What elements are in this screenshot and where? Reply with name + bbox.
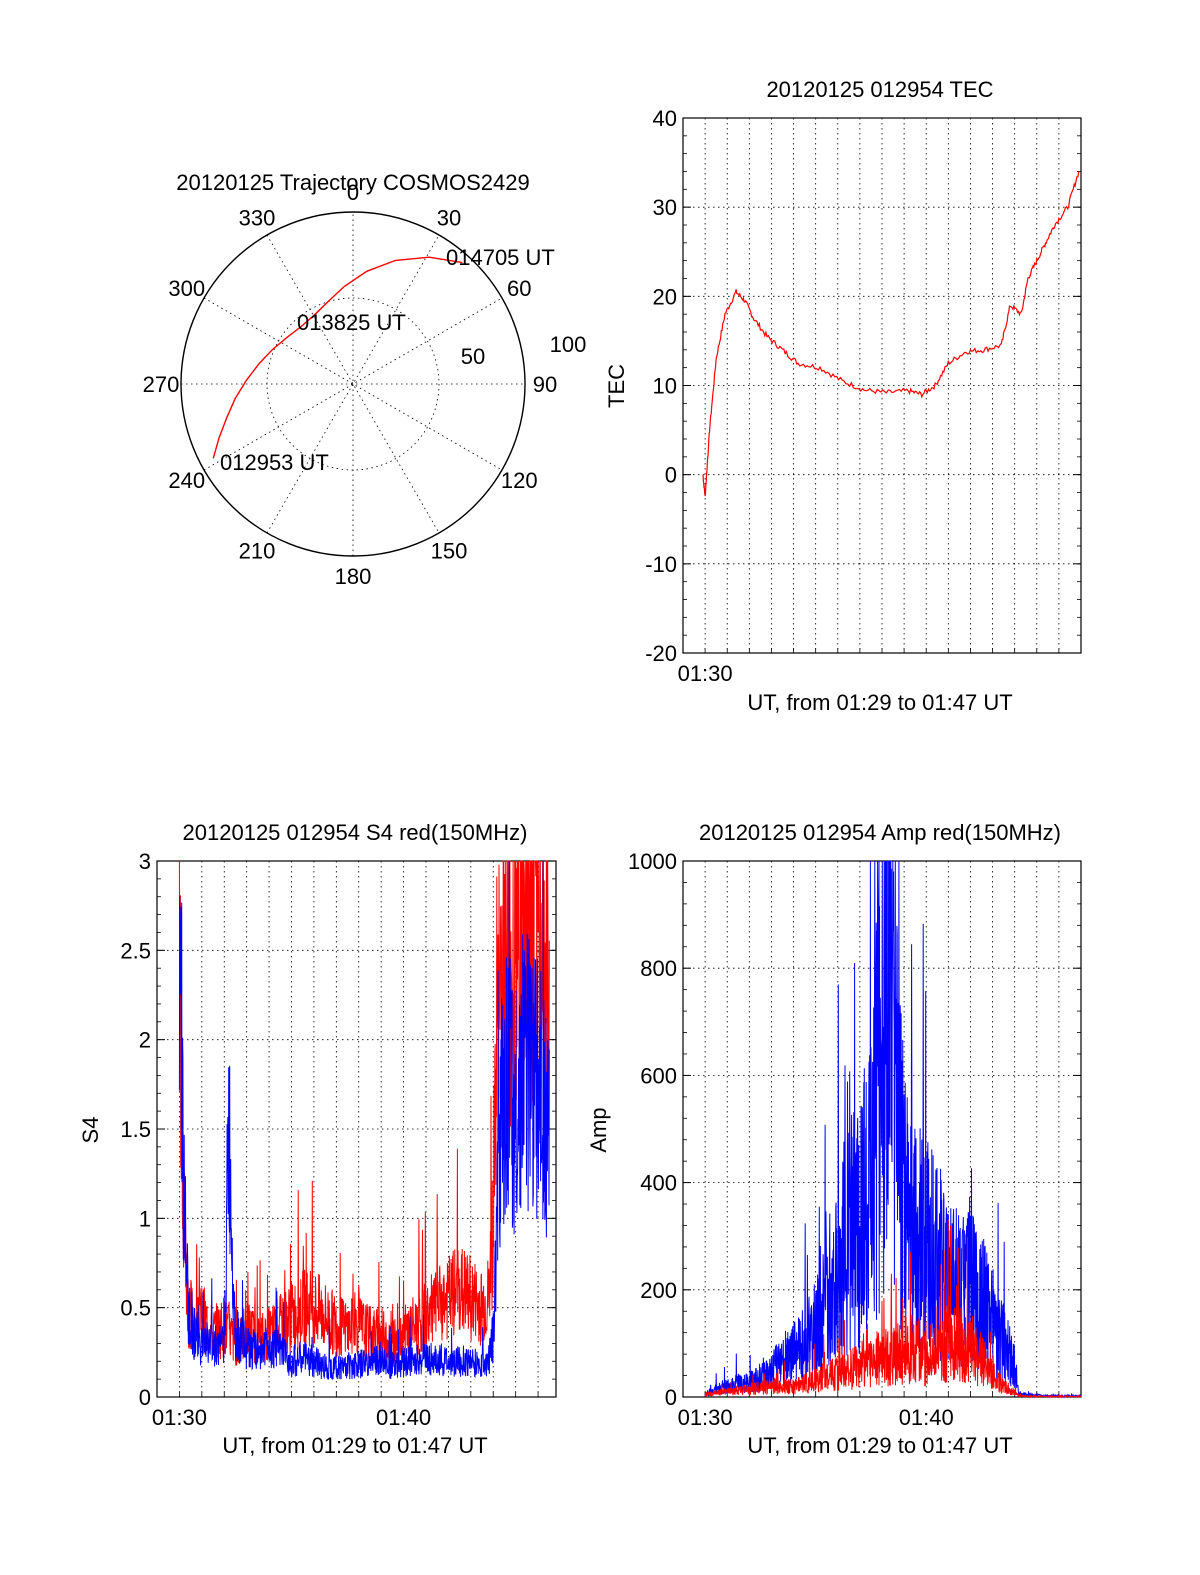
- annotation-start-time: 012953 UT: [220, 450, 329, 475]
- s4-series-blue-line: [178, 860, 550, 1381]
- y-tick-label: 0.5: [120, 1296, 151, 1321]
- polar-angle-label: 180: [335, 564, 372, 589]
- x-tick-label: 01:30: [152, 1405, 207, 1430]
- polar-angle-label: 90: [533, 372, 557, 397]
- polar-angle-label: 330: [239, 206, 276, 231]
- polar-plot: 20120125 Trajectory COSMOS2429 0 30 60 90 12…: [143, 170, 587, 589]
- polar-inner-ring: [266, 297, 440, 471]
- polar-angle-label: 60: [507, 276, 531, 301]
- y-tick-label: 2.5: [120, 938, 151, 963]
- y-tick-label: 3: [139, 849, 151, 874]
- tec-series-line: [702, 171, 1080, 497]
- polar-angle-label: 30: [437, 206, 461, 231]
- polar-angle-label: 300: [168, 276, 205, 301]
- tec-xlabel: UT, from 01:29 to 01:47 UT: [747, 690, 1012, 715]
- y-tick-label: -20: [645, 641, 677, 666]
- s4-title: 20120125 012954 S4 red(150MHz): [183, 820, 528, 845]
- s4-xlabel: UT, from 01:29 to 01:47 UT: [222, 1433, 487, 1458]
- polar-radius-label: 100: [550, 332, 587, 357]
- y-tick-label: 10: [653, 374, 677, 399]
- tec-title: 20120125 012954 TEC: [766, 77, 993, 102]
- y-tick-label: 200: [640, 1278, 677, 1303]
- x-tick-label: 01:30: [678, 661, 733, 686]
- amp-series-blue-line: [704, 860, 1082, 1399]
- y-tick-label: 30: [653, 195, 677, 220]
- polar-angle-label: 270: [143, 372, 180, 397]
- y-tick-label: -10: [645, 552, 677, 577]
- y-tick-label: 40: [653, 106, 677, 131]
- annotation-end-time: 014705 UT: [446, 245, 555, 270]
- polar-angle-label: 150: [431, 538, 468, 563]
- y-tick-label: 20: [653, 284, 677, 309]
- s4-series-red-line: [178, 860, 550, 1367]
- x-tick-label: 01:30: [678, 1405, 733, 1430]
- polar-angle-label: 120: [501, 468, 538, 493]
- y-tick-label: 1: [139, 1206, 151, 1231]
- x-tick-label: 01:40: [376, 1405, 431, 1430]
- trajectory-line: [212, 256, 463, 459]
- y-tick-label: 1000: [628, 849, 677, 874]
- y-tick-label: 0: [665, 463, 677, 488]
- y-tick-label: 600: [640, 1063, 677, 1088]
- y-tick-label: 400: [640, 1171, 677, 1196]
- tec-ylabel: TEC: [604, 364, 629, 408]
- s4-plot: 20120125 012954 S4 red(150MHz) 0 0.5 1 1.5 2…: [78, 820, 557, 1458]
- annotation-mid-time: 013825 UT: [297, 310, 406, 335]
- x-tick-label: 01:40: [899, 1405, 954, 1430]
- amp-ylabel: Amp: [586, 1107, 611, 1152]
- y-tick-label: 0: [665, 1385, 677, 1410]
- y-tick-label: 2: [139, 1028, 151, 1053]
- polar-angle-label: 210: [239, 538, 276, 563]
- polar-angle-label: 0: [347, 180, 359, 205]
- s4-ylabel: S4: [78, 1117, 103, 1144]
- polar-radius-label: 50: [461, 344, 485, 369]
- amp-plot: 20120125 012954 Amp red(150MHz) 0 200 400 6…: [586, 820, 1082, 1458]
- y-tick-label: 800: [640, 956, 677, 981]
- y-tick-label: 0: [139, 1385, 151, 1410]
- polar-angle-label: 240: [168, 468, 205, 493]
- tec-plot: 20120125 012954 TEC -20 -10 0 10 20 30 40 01:3…: [604, 77, 1082, 715]
- amp-title: 20120125 012954 Amp red(150MHz): [699, 820, 1061, 845]
- polar-title: 20120125 Trajectory COSMOS2429: [176, 170, 529, 195]
- amp-xlabel: UT, from 01:29 to 01:47 UT: [747, 1433, 1012, 1458]
- y-tick-label: 1.5: [120, 1117, 151, 1142]
- amp-series-red-line: [704, 1219, 1082, 1399]
